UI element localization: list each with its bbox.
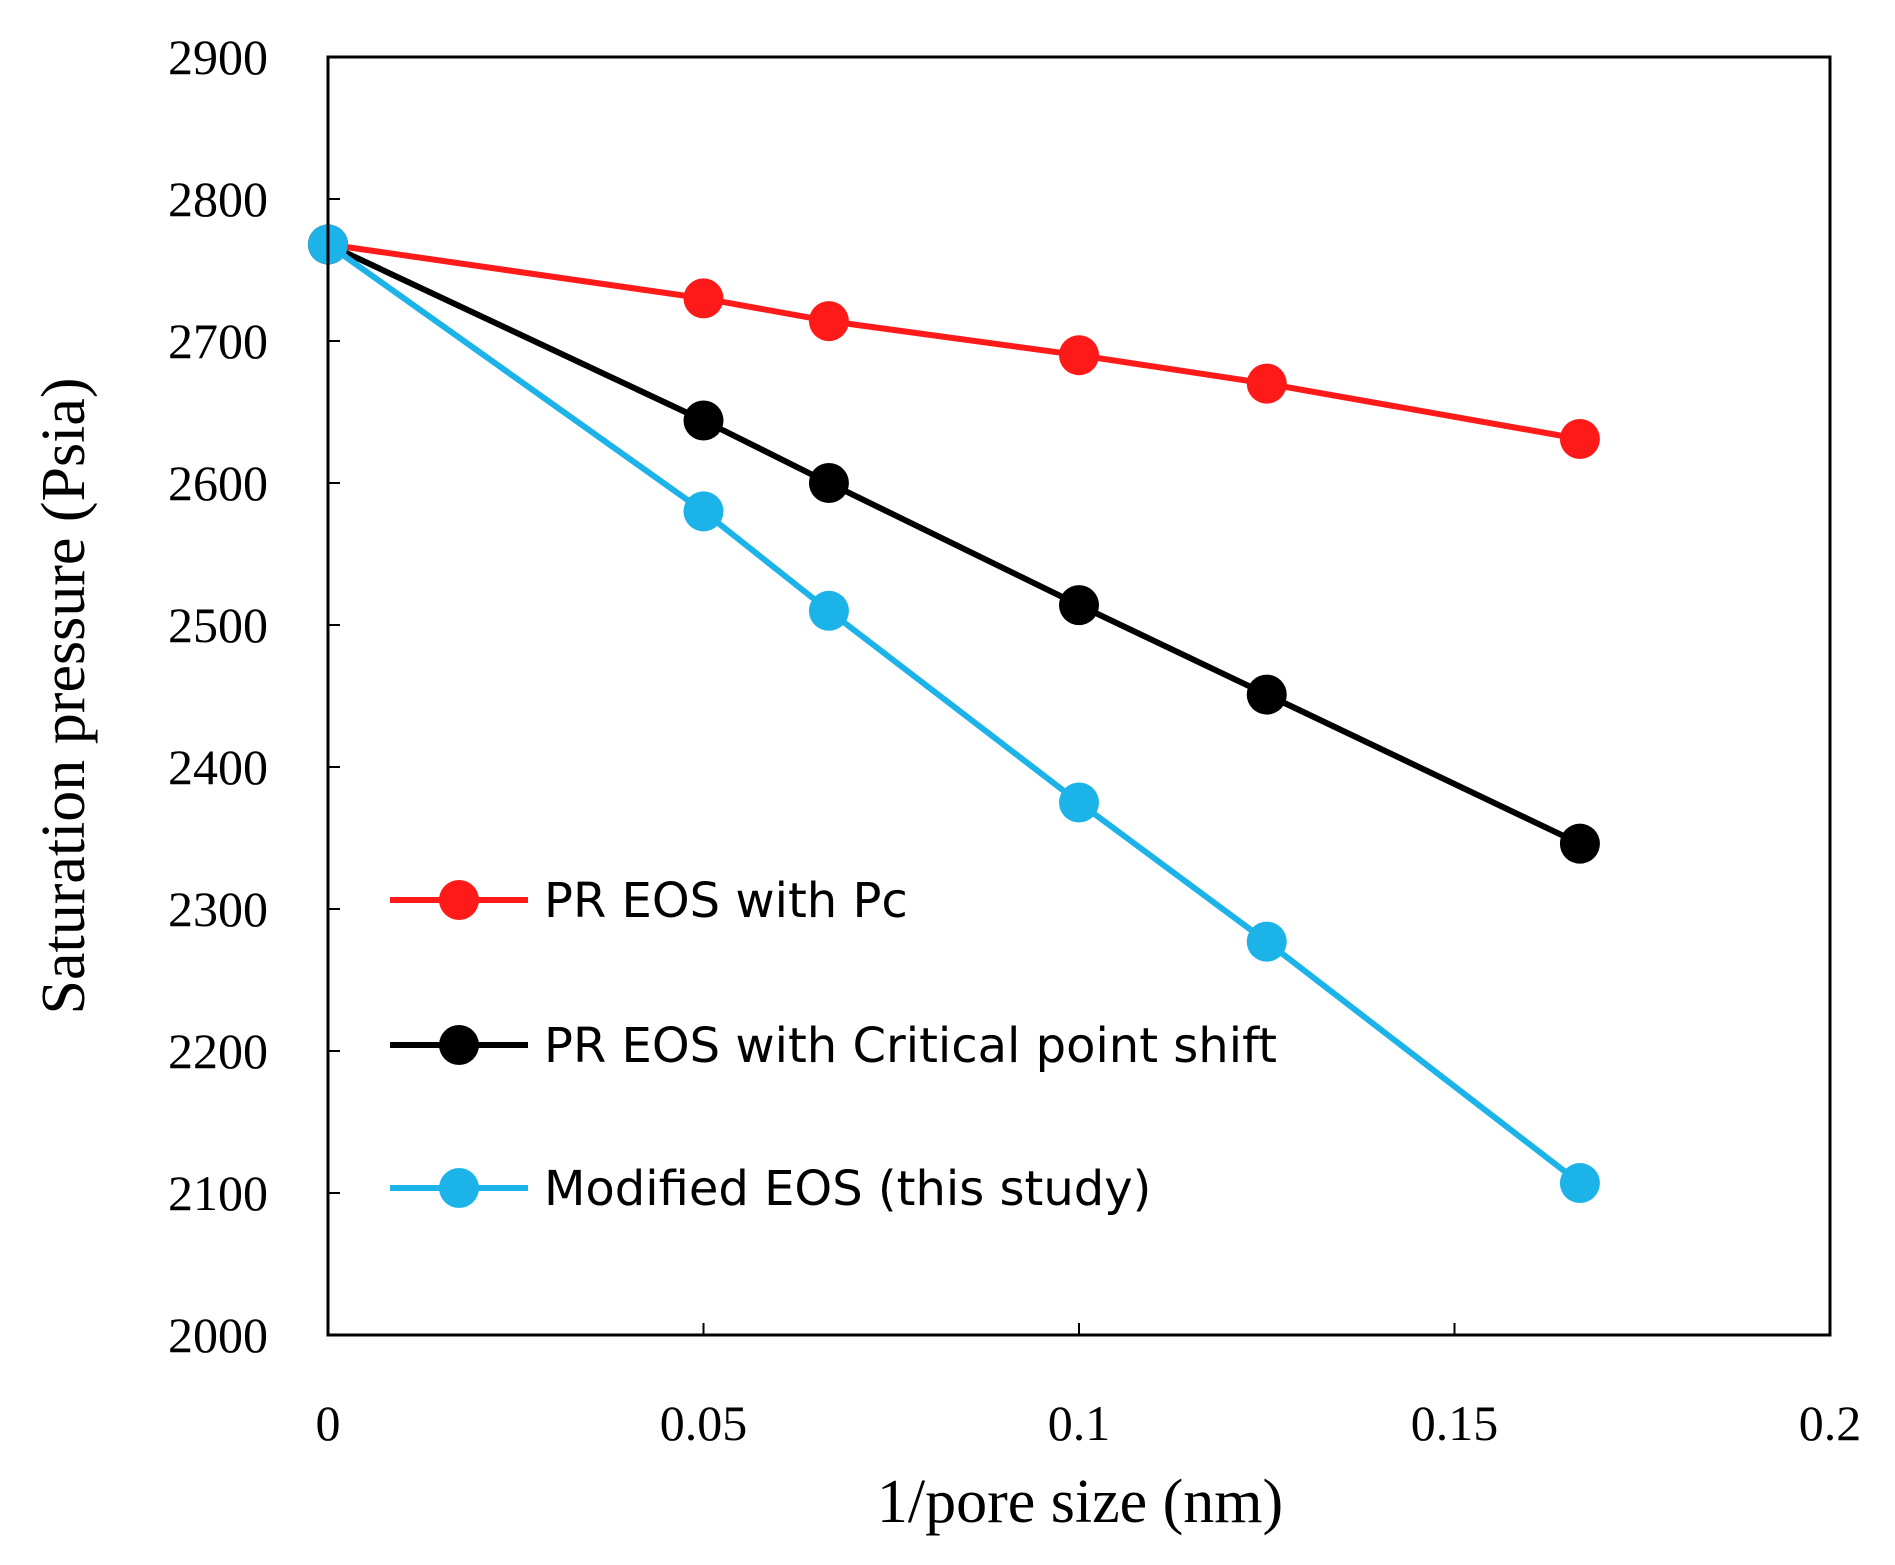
legend-marker bbox=[439, 1025, 479, 1065]
data-point bbox=[1246, 674, 1287, 715]
legend: PR EOS with Pc PR EOS with Critical point… bbox=[390, 873, 1277, 1217]
legend-marker bbox=[439, 1168, 479, 1208]
y-tick-label: 2200 bbox=[168, 1023, 268, 1079]
y-tick-label: 2800 bbox=[168, 171, 268, 227]
data-point bbox=[1246, 921, 1287, 962]
x-tick-label: 0.05 bbox=[660, 1395, 748, 1451]
legend-label: Modified EOS (this study) bbox=[544, 1161, 1151, 1217]
legend-label: PR EOS with Pc bbox=[544, 873, 908, 929]
ticks-layer: 0 0.05 0.1 0.15 0.2 2000 2100 2200 2300 2400 2500 2… bbox=[168, 29, 1861, 1451]
data-point bbox=[1559, 823, 1600, 864]
y-tick-label: 2400 bbox=[168, 739, 268, 795]
data-point bbox=[1559, 418, 1600, 459]
legend-marker bbox=[439, 880, 479, 920]
series-line bbox=[326, 241, 1582, 847]
data-point bbox=[1559, 1163, 1600, 1204]
x-tick-label: 0.2 bbox=[1799, 1395, 1862, 1451]
y-tick-label: 2100 bbox=[168, 1165, 268, 1221]
data-point bbox=[808, 463, 849, 503]
data-point bbox=[683, 491, 724, 532]
data-point bbox=[808, 301, 849, 342]
y-tick-label: 2000 bbox=[168, 1307, 268, 1363]
data-point bbox=[1246, 363, 1287, 404]
data-point bbox=[808, 590, 849, 631]
legend-entry: PR EOS with Critical point shift bbox=[390, 1018, 1277, 1074]
y-tick-label: 2900 bbox=[168, 29, 268, 85]
y-tick-label: 2300 bbox=[168, 881, 268, 937]
series-line bbox=[326, 241, 1582, 1186]
y-tick-label: 2600 bbox=[168, 455, 268, 511]
y-tick-label: 2500 bbox=[168, 597, 268, 653]
series-line bbox=[327, 241, 1581, 442]
data-point bbox=[683, 400, 724, 441]
legend-entry: Modified EOS (this study) bbox=[390, 1161, 1151, 1217]
legend-label: PR EOS with Critical point shift bbox=[544, 1018, 1277, 1074]
x-tick-label: 0.15 bbox=[1411, 1395, 1499, 1451]
x-axis-title: 1/pore size (nm) bbox=[877, 1468, 1283, 1536]
x-tick-label: 0.1 bbox=[1048, 1395, 1111, 1451]
legend-entry: PR EOS with Pc bbox=[390, 873, 908, 929]
x-tick-label: 0 bbox=[316, 1395, 341, 1451]
y-axis-title: Saturation pressure (Psia) bbox=[30, 377, 98, 1014]
y-tick-label: 2700 bbox=[168, 313, 268, 369]
data-point bbox=[1059, 585, 1099, 626]
data-point bbox=[1059, 782, 1099, 823]
data-point bbox=[1059, 335, 1099, 376]
data-point bbox=[683, 278, 724, 319]
series-layer bbox=[308, 224, 1600, 1204]
